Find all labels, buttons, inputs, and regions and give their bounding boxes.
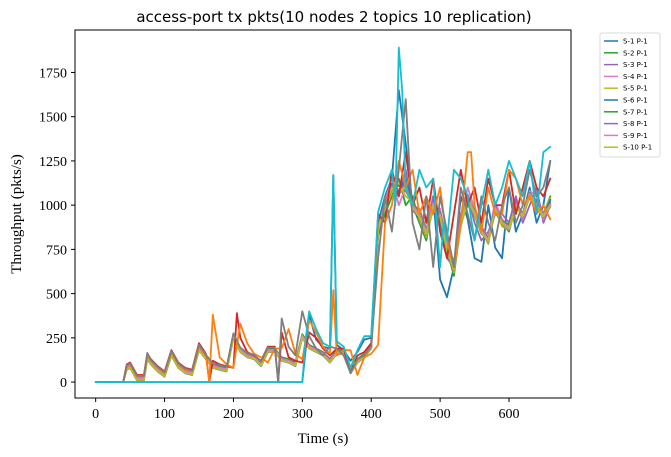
x-tick-label: 400	[361, 407, 382, 422]
legend-entry: S-1 P-1	[623, 38, 648, 46]
x-tick-label: 300	[292, 407, 313, 422]
legend-entry: S-3 P-1	[623, 61, 648, 69]
x-tick-label: 500	[430, 407, 451, 422]
legend-entry: S-9 P-1	[623, 132, 648, 140]
y-tick-label: 1500	[39, 111, 67, 126]
series-line-10	[94, 184, 552, 384]
y-axis-label: Throughput (pkts/s)	[9, 154, 25, 274]
legend-entry: S-10 P-1	[623, 144, 652, 152]
legend-entry: S-5 P-1	[623, 85, 648, 93]
y-tick-label: 500	[46, 288, 67, 303]
x-axis-ticks: 0 100 200 300 400 500 600	[92, 398, 520, 422]
legend-entry: S-2 P-1	[623, 49, 648, 57]
legend: S-1 P-1 S-2 P-1 S-3 P-1 S-4 P-1 S-5 P-1 S-6 P…	[599, 32, 661, 158]
series-line-14	[94, 46, 552, 384]
y-tick-label: 1000	[39, 199, 67, 214]
series-layer	[94, 46, 552, 384]
y-axis-ticks: 0 250 500 750 1000 1250 1500 1750	[39, 66, 75, 391]
x-tick-label: 100	[154, 407, 175, 422]
x-axis-label: Time (s)	[298, 431, 349, 447]
plot-frame	[74, 29, 572, 399]
x-tick-label: 0	[92, 407, 99, 422]
legend-entry: S-4 P-1	[623, 73, 648, 81]
x-tick-label: 600	[499, 407, 520, 422]
chart-title: access-port tx pkts(10 nodes 2 topics 10…	[136, 8, 531, 26]
y-tick-label: 250	[46, 332, 67, 347]
legend-entry: S-8 P-1	[623, 120, 648, 128]
series-line-1	[94, 89, 552, 384]
y-tick-label: 750	[46, 243, 67, 258]
legend-entry: S-6 P-1	[623, 97, 648, 105]
legend-entry: S-7 P-1	[623, 108, 648, 116]
y-tick-label: 1250	[39, 155, 67, 170]
series-line-12	[94, 151, 552, 384]
y-tick-label: 0	[60, 376, 67, 391]
y-tick-label: 1750	[39, 66, 67, 81]
x-tick-label: 200	[223, 407, 244, 422]
